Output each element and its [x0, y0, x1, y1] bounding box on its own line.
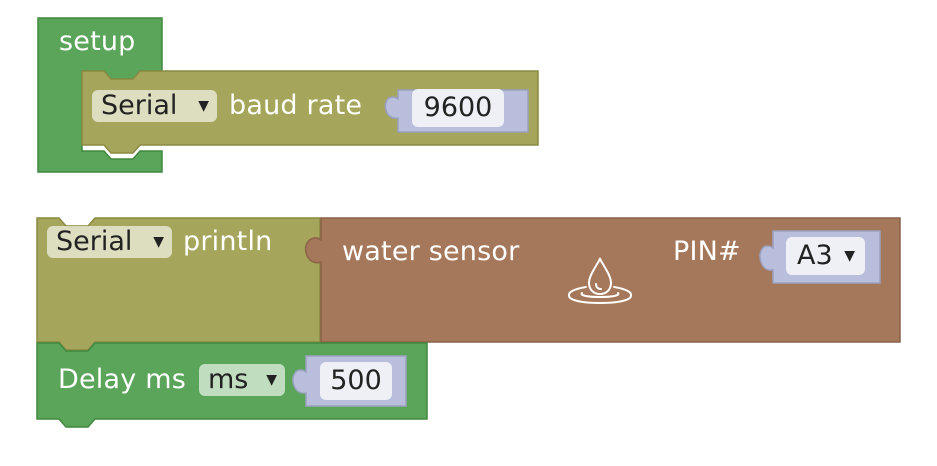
println-label: println: [183, 226, 273, 257]
pin-dropdown-value: A3: [797, 240, 833, 271]
chevron-down-icon: ▼: [844, 248, 855, 264]
chevron-down-icon: ▼: [153, 234, 164, 250]
delay-value-input[interactable]: 500: [320, 362, 392, 400]
serial-dropdown-baud[interactable]: Serial ▼: [92, 90, 217, 122]
chevron-down-icon: ▼: [266, 372, 277, 388]
baud-rate-label: baud rate: [229, 90, 363, 121]
setup-label: setup: [59, 26, 136, 57]
serial-dropdown-println[interactable]: Serial ▼: [47, 226, 172, 258]
pin-label: PIN#: [673, 236, 741, 267]
delay-unit-dropdown-value: ms: [208, 364, 249, 395]
water-sensor-block[interactable]: [304, 217, 901, 343]
pin-dropdown[interactable]: A3 ▼: [786, 237, 865, 275]
chevron-down-icon: ▼: [198, 98, 209, 114]
delay-unit-dropdown[interactable]: ms ▼: [199, 364, 285, 396]
baud-rate-input[interactable]: 9600: [412, 89, 504, 127]
serial-dropdown-println-value: Serial: [56, 226, 133, 257]
serial-dropdown-baud-value: Serial: [101, 90, 178, 121]
delay-label: Delay ms: [58, 364, 186, 395]
water-drop-icon: [567, 256, 633, 305]
water-sensor-label: water sensor: [342, 236, 520, 267]
